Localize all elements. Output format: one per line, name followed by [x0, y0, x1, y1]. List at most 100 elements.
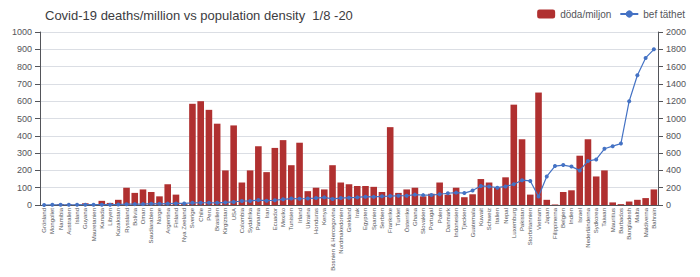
svg-text:Schweiz: Schweiz [486, 208, 492, 230]
svg-text:Israel: Israel [577, 208, 583, 223]
svg-text:Grönland: Grönland [41, 208, 47, 233]
svg-text:Storbritannien: Storbritannien [527, 208, 533, 245]
svg-text:Honduras: Honduras [313, 208, 319, 234]
svg-text:Bahrain: Bahrain [651, 208, 657, 229]
svg-text:Libyen: Libyen [107, 208, 113, 226]
svg-text:Colombia: Colombia [239, 207, 245, 233]
svg-text:1800: 1800 [666, 44, 686, 54]
svg-text:Belgien: Belgien [560, 208, 566, 228]
svg-text:Iran: Iran [264, 208, 270, 218]
svg-text:Nederländerna: Nederländerna [585, 207, 591, 247]
svg-text:Portugal: Portugal [428, 208, 434, 230]
svg-text:Pakistan: Pakistan [519, 208, 525, 231]
svg-text:Luxemburg: Luxemburg [511, 208, 517, 238]
svg-text:Slovakien: Slovakien [420, 208, 426, 234]
svg-text:USA: USA [231, 208, 237, 220]
svg-text:Turkiet: Turkiet [395, 208, 401, 226]
svg-text:500: 500 [17, 114, 32, 124]
svg-text:Norge: Norge [156, 207, 162, 224]
svg-text:Oman: Oman [140, 208, 146, 224]
svg-text:döda/miljon: döda/miljon [560, 9, 611, 20]
svg-text:Frankrike: Frankrike [387, 207, 393, 233]
svg-text:Guatemala: Guatemala [470, 207, 476, 237]
svg-text:600: 600 [666, 148, 681, 158]
svg-text:1200: 1200 [666, 96, 686, 106]
svg-text:400: 400 [17, 131, 32, 141]
svg-text:600: 600 [17, 96, 32, 106]
svg-text:1000: 1000 [12, 27, 32, 37]
svg-text:Bolivia: Bolivia [132, 207, 138, 225]
svg-text:Malta: Malta [634, 207, 640, 222]
svg-text:800: 800 [17, 62, 32, 72]
svg-text:Sverige: Sverige [189, 207, 195, 228]
svg-text:Japan: Japan [544, 208, 550, 224]
svg-text:Australien: Australien [66, 208, 72, 235]
svg-text:Chile: Chile [198, 207, 204, 221]
svg-text:Ghana: Ghana [412, 207, 418, 226]
svg-text:200: 200 [17, 165, 32, 175]
svg-text:1600: 1600 [666, 62, 686, 72]
svg-text:Argentina: Argentina [165, 207, 171, 233]
svg-text:Bosnien & Hercegovina: Bosnien & Hercegovina [330, 207, 336, 270]
svg-text:200: 200 [666, 183, 681, 193]
svg-text:Irak: Irak [354, 207, 360, 218]
svg-text:Ryssland: Ryssland [124, 208, 130, 233]
svg-text:Sydkorea: Sydkorea [593, 207, 599, 233]
svg-text:Nepal: Nepal [503, 208, 509, 224]
svg-text:Guyana: Guyana [82, 207, 88, 229]
svg-text:Egypten: Egypten [362, 208, 368, 230]
svg-text:Mexiko: Mexiko [280, 207, 286, 227]
svg-text:Nordmakedonien: Nordmakedonien [338, 208, 344, 254]
svg-text:Panama: Panama [255, 207, 261, 230]
svg-text:Namibia: Namibia [58, 207, 64, 230]
svg-text:Indien: Indien [568, 208, 574, 224]
svg-text:Kazakstan: Kazakstan [115, 208, 121, 236]
svg-text:2000: 2000 [666, 27, 686, 37]
svg-text:Indonesien: Indonesien [453, 208, 459, 237]
svg-text:Kenya: Kenya [321, 207, 327, 225]
svg-text:1400: 1400 [666, 79, 686, 89]
svg-text:Serbien: Serbien [379, 208, 385, 229]
svg-text:bef täthet: bef täthet [643, 9, 685, 20]
svg-text:Mauritius: Mauritius [610, 208, 616, 232]
svg-text:Taiwan: Taiwan [601, 208, 607, 227]
svg-text:Brasilien: Brasilien [214, 208, 220, 231]
svg-text:Danmark: Danmark [445, 207, 451, 232]
svg-text:Mauretanien: Mauretanien [91, 208, 97, 241]
svg-text:Maldiverna: Maldiverna [643, 207, 649, 237]
svg-text:Kirgizstan: Kirgizstan [222, 208, 228, 234]
svg-text:Barbados: Barbados [618, 208, 624, 234]
svg-text:Kuwait: Kuwait [478, 208, 484, 226]
svg-text:Polen: Polen [437, 208, 443, 223]
svg-text:Ecuador: Ecuador [272, 208, 278, 230]
svg-text:Bangladesh: Bangladesh [626, 208, 632, 240]
svg-text:Grekland: Grekland [346, 208, 352, 232]
svg-text:Tunisien: Tunisien [288, 208, 294, 230]
svg-text:700: 700 [17, 79, 32, 89]
svg-text:Filippinerna: Filippinerna [552, 207, 558, 239]
svg-text:Island: Island [74, 208, 80, 224]
svg-text:800: 800 [666, 131, 681, 141]
svg-text:Irland: Irland [297, 208, 303, 223]
svg-text:1000: 1000 [666, 114, 686, 124]
svg-text:Peru: Peru [206, 208, 212, 221]
svg-text:Finland: Finland [173, 208, 179, 228]
svg-text:400: 400 [666, 165, 681, 175]
svg-text:Mongoliet: Mongoliet [49, 208, 55, 234]
svg-text:Tjeckien: Tjeckien [461, 208, 467, 230]
svg-text:Vietnam: Vietnam [536, 208, 542, 230]
svg-text:300: 300 [17, 148, 32, 158]
svg-text:Kanada: Kanada [99, 207, 105, 228]
svg-text:Österrike: Österrike [404, 207, 410, 232]
svg-text:900: 900 [17, 44, 32, 54]
svg-text:100: 100 [17, 183, 32, 193]
svg-text:Covid-19 deaths/million vs pop: Covid-19 deaths/million vs population de… [45, 8, 353, 23]
svg-text:Spanien: Spanien [371, 208, 377, 230]
svg-text:0: 0 [27, 200, 32, 210]
svg-text:Ukraina: Ukraina [305, 207, 311, 228]
svg-text:Nya Zeeland: Nya Zeeland [181, 208, 187, 242]
svg-text:Italien: Italien [494, 208, 500, 224]
svg-text:Saudiarabien: Saudiarabien [148, 208, 154, 243]
svg-text:0: 0 [666, 200, 671, 210]
svg-text:Sydafrika: Sydafrika [247, 207, 253, 233]
